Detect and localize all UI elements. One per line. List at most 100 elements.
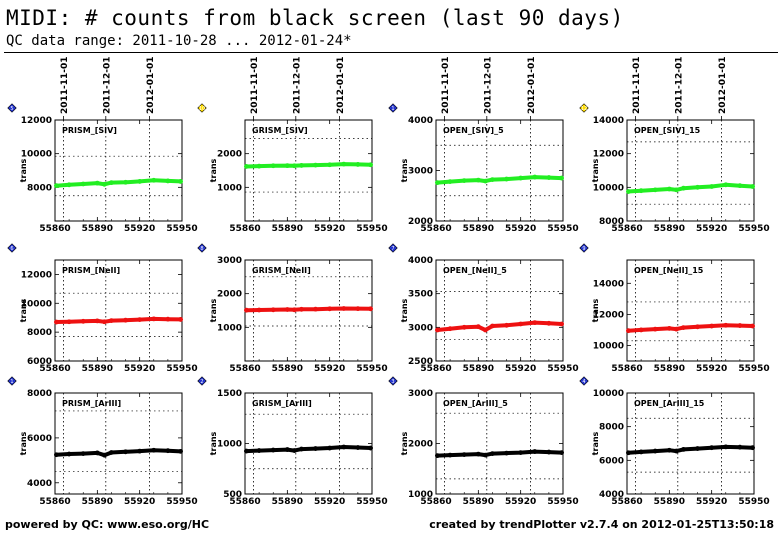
data-point [94,318,100,324]
y-tick-label: 6000 [27,434,52,444]
y-tick-label: 10000 [21,299,52,309]
data-point [178,317,183,322]
data-point [101,452,107,458]
plot-frame [435,259,564,362]
data-point [652,187,658,193]
chart-title: OPEN_[SIV]_15 [634,126,701,135]
data-point [482,178,488,184]
panel-marker-icon [579,103,589,113]
data-point [341,161,347,167]
title-divider [4,52,778,53]
y-tick-label: 3000 [217,256,242,266]
chart-title: PRISM_[NeII] [62,266,120,275]
x-tick-label: 55860 [39,497,70,507]
x-tick-label: 55920 [696,364,727,374]
footer-powered-by: powered by QC: www.eso.org/HC [5,518,210,531]
y-axis-label: trans [591,158,600,182]
data-point [327,162,333,168]
data-point [461,178,467,184]
data-point [284,307,290,312]
data-point [80,451,86,456]
series-line [435,175,564,185]
y-tick-label: 3000 [408,389,433,399]
y-tick-label: 4000 [599,490,624,500]
x-tick-label: 55950 [166,224,197,234]
x-tick-label: 55890 [272,224,303,234]
data-point [123,317,128,323]
data-point [626,189,631,194]
data-point [750,323,755,329]
panel-marker-icon [7,103,17,113]
data-point [750,445,755,451]
data-point [681,446,686,452]
x-tick-label: 55920 [505,364,536,374]
data-point [559,321,564,327]
data-point [244,307,249,313]
data-point [270,163,276,169]
data-point [368,162,373,168]
y-tick-label: 4000 [408,116,433,126]
chart-title: PRISM_[ArIII] [62,399,121,408]
chart-title: GRISM_[ArIII] [252,399,312,408]
date-tick-label: 2011-11-01 [441,56,451,114]
data-point [109,318,114,323]
y-axis-label: trans [591,298,600,322]
x-tick-label: 55950 [166,364,197,374]
data-point [559,450,564,455]
x-tick-label: 55890 [654,364,685,374]
date-tick-label: 2012-01-01 [336,56,346,114]
panel-number: 7 [391,246,394,252]
data-point [284,447,290,452]
x-tick-label: 55860 [611,497,642,507]
chart-title: OPEN_[ArIII]_5 [443,399,508,408]
y-tick-label: 1000 [217,440,242,450]
data-point [123,449,128,455]
date-tick-label: 2012-01-01 [146,56,156,114]
chart-title: GRISM_[SIV] [252,126,308,135]
panel-number: 8 [200,246,203,252]
data-point [54,319,59,325]
y-tick-label: 500 [223,490,242,500]
date-tick-label: 2012-01-01 [527,56,537,114]
data-point [299,163,304,168]
x-tick-label: 55920 [124,364,155,374]
y-tick-label: 8000 [599,217,624,227]
data-point [666,186,672,192]
data-point [101,319,107,325]
data-point [94,450,100,456]
data-point [66,319,72,325]
data-point [355,162,361,167]
data-point [695,446,700,451]
x-tick-label: 55950 [738,224,769,234]
chart-title: PRISM_[SIV] [62,126,117,135]
x-tick-label: 55890 [654,224,685,234]
series-line [244,306,373,313]
x-tick-label: 55890 [82,497,113,507]
x-tick-label: 55860 [420,224,451,234]
data-point [101,181,107,187]
date-tick-label: 2011-11-01 [250,56,260,114]
data-point [244,164,249,169]
data-point [504,176,509,182]
y-axis-label: trans [209,431,218,455]
data-point [80,181,86,187]
data-point [482,452,488,458]
data-point [490,451,495,456]
y-axis-label: trans [400,298,409,322]
y-axis-label: trans [19,431,28,455]
data-point [709,445,715,451]
data-point [532,449,538,454]
x-tick-label: 55860 [229,364,260,374]
series-line [54,448,183,458]
chart-panel: 3 55860 55890 55920 55950 1000 2000 3000 trans OP… [388,376,579,507]
chart-panel: 9 55860 55890 55920 55950 10000 12000 14000 tran… [579,243,770,374]
y-tick-label: 3000 [408,323,433,333]
data-point [723,182,729,188]
data-point [695,324,700,330]
panel-marker-icon [197,376,207,386]
data-point [256,307,262,313]
x-tick-label: 55950 [356,224,387,234]
data-point [54,452,59,458]
data-point [638,327,644,333]
